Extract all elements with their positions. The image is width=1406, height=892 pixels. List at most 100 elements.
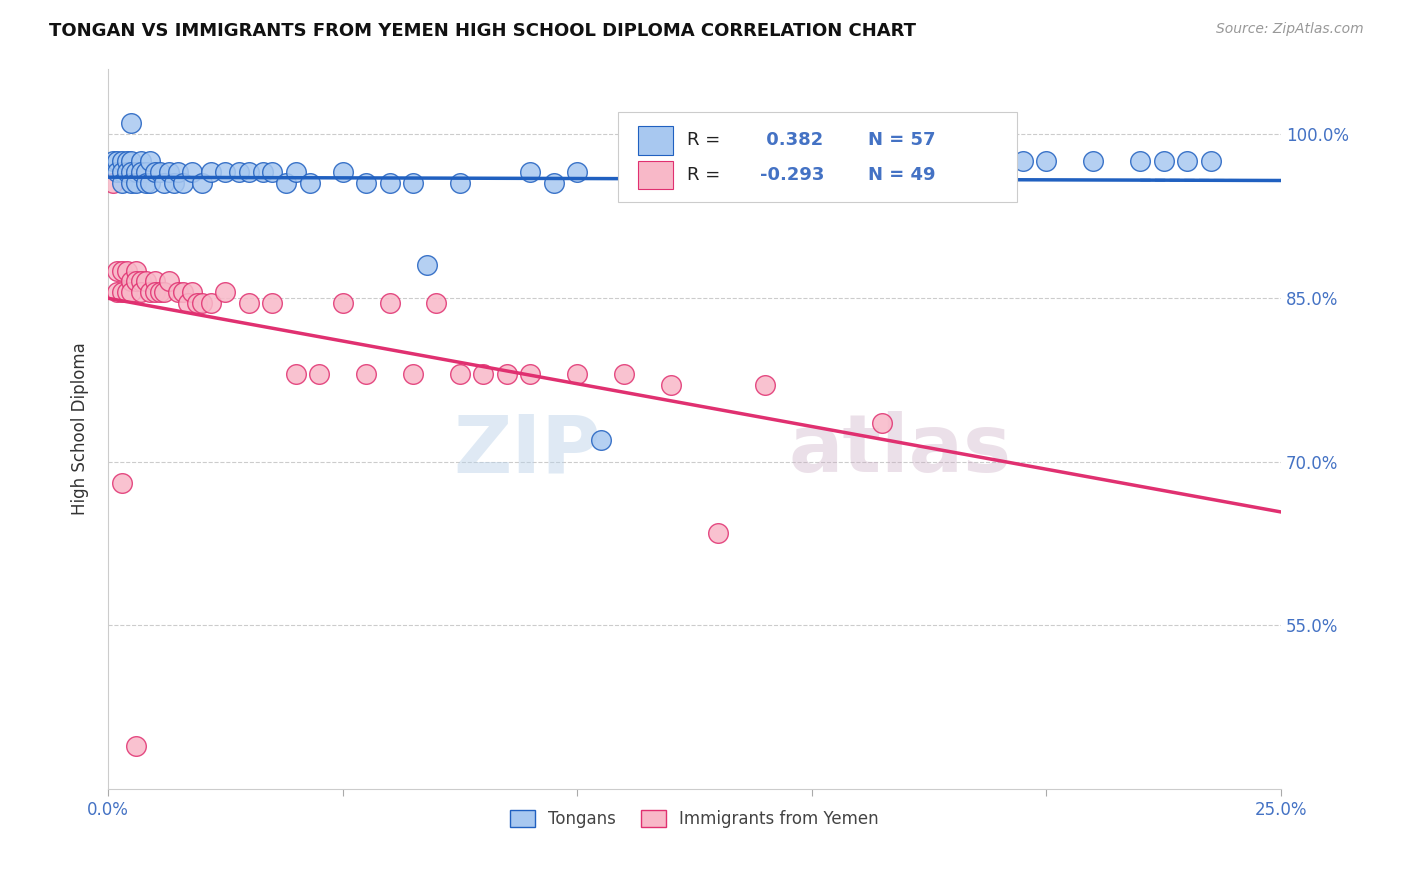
- Point: [425, 296, 447, 310]
- Point: [238, 296, 260, 310]
- Text: N = 57: N = 57: [868, 131, 935, 149]
- Point: [111, 476, 134, 491]
- Point: [402, 368, 425, 382]
- Point: [214, 165, 236, 179]
- Point: [172, 285, 194, 300]
- Point: [111, 285, 134, 300]
- FancyBboxPatch shape: [619, 112, 1017, 202]
- Point: [143, 275, 166, 289]
- Legend: Tongans, Immigrants from Yemen: Tongans, Immigrants from Yemen: [503, 804, 886, 835]
- Point: [252, 165, 274, 179]
- Point: [167, 165, 190, 179]
- Point: [120, 285, 142, 300]
- Point: [101, 176, 124, 190]
- Point: [637, 165, 659, 179]
- Point: [519, 368, 541, 382]
- Point: [416, 258, 439, 272]
- Point: [754, 378, 776, 392]
- Point: [120, 116, 142, 130]
- Point: [177, 296, 200, 310]
- Point: [284, 165, 307, 179]
- Point: [125, 176, 148, 190]
- Point: [125, 263, 148, 277]
- Point: [105, 154, 128, 169]
- Point: [143, 285, 166, 300]
- Point: [262, 165, 284, 179]
- Point: [519, 165, 541, 179]
- Point: [228, 165, 250, 179]
- Text: R =: R =: [688, 166, 727, 184]
- Bar: [638, 126, 673, 154]
- Point: [1012, 154, 1035, 169]
- Point: [139, 154, 162, 169]
- Point: [1153, 154, 1175, 169]
- Point: [120, 165, 142, 179]
- Point: [111, 176, 134, 190]
- Point: [308, 368, 330, 382]
- Point: [172, 176, 194, 190]
- Point: [149, 285, 172, 300]
- Point: [111, 165, 134, 179]
- Text: atlas: atlas: [789, 411, 1011, 490]
- Point: [378, 176, 401, 190]
- Point: [567, 368, 589, 382]
- Point: [139, 176, 162, 190]
- Point: [870, 417, 893, 431]
- Point: [125, 739, 148, 753]
- Point: [589, 433, 612, 447]
- Point: [105, 285, 128, 300]
- Point: [1083, 154, 1105, 169]
- Point: [125, 275, 148, 289]
- Point: [707, 525, 730, 540]
- Text: R =: R =: [688, 131, 727, 149]
- Point: [101, 154, 124, 169]
- Point: [659, 378, 682, 392]
- Point: [129, 165, 152, 179]
- Point: [191, 176, 214, 190]
- Text: N = 49: N = 49: [868, 166, 935, 184]
- Point: [1199, 154, 1222, 169]
- Y-axis label: High School Diploma: High School Diploma: [72, 343, 89, 516]
- Text: Source: ZipAtlas.com: Source: ZipAtlas.com: [1216, 22, 1364, 37]
- Point: [149, 165, 172, 179]
- Point: [163, 176, 186, 190]
- Point: [167, 285, 190, 300]
- Point: [135, 275, 157, 289]
- Bar: [638, 161, 673, 189]
- Point: [262, 296, 284, 310]
- Point: [276, 176, 298, 190]
- Point: [181, 285, 204, 300]
- Point: [135, 176, 157, 190]
- Point: [354, 176, 377, 190]
- Point: [354, 368, 377, 382]
- Point: [200, 165, 222, 179]
- Point: [105, 165, 128, 179]
- Point: [115, 285, 138, 300]
- Point: [111, 263, 134, 277]
- Point: [238, 165, 260, 179]
- Point: [181, 165, 204, 179]
- Point: [894, 154, 917, 169]
- Text: TONGAN VS IMMIGRANTS FROM YEMEN HIGH SCHOOL DIPLOMA CORRELATION CHART: TONGAN VS IMMIGRANTS FROM YEMEN HIGH SCH…: [49, 22, 917, 40]
- Point: [332, 165, 354, 179]
- Point: [105, 263, 128, 277]
- Point: [115, 154, 138, 169]
- Point: [111, 154, 134, 169]
- Point: [613, 368, 636, 382]
- Point: [402, 176, 425, 190]
- Point: [157, 165, 180, 179]
- Point: [157, 275, 180, 289]
- Text: 0.382: 0.382: [761, 131, 824, 149]
- Point: [200, 296, 222, 310]
- Point: [186, 296, 208, 310]
- Point: [115, 165, 138, 179]
- Point: [1035, 154, 1057, 169]
- Point: [1175, 154, 1198, 169]
- Point: [378, 296, 401, 310]
- Point: [125, 165, 148, 179]
- Text: ZIP: ZIP: [453, 411, 600, 490]
- Point: [129, 154, 152, 169]
- Point: [284, 368, 307, 382]
- Point: [115, 263, 138, 277]
- Point: [191, 296, 214, 310]
